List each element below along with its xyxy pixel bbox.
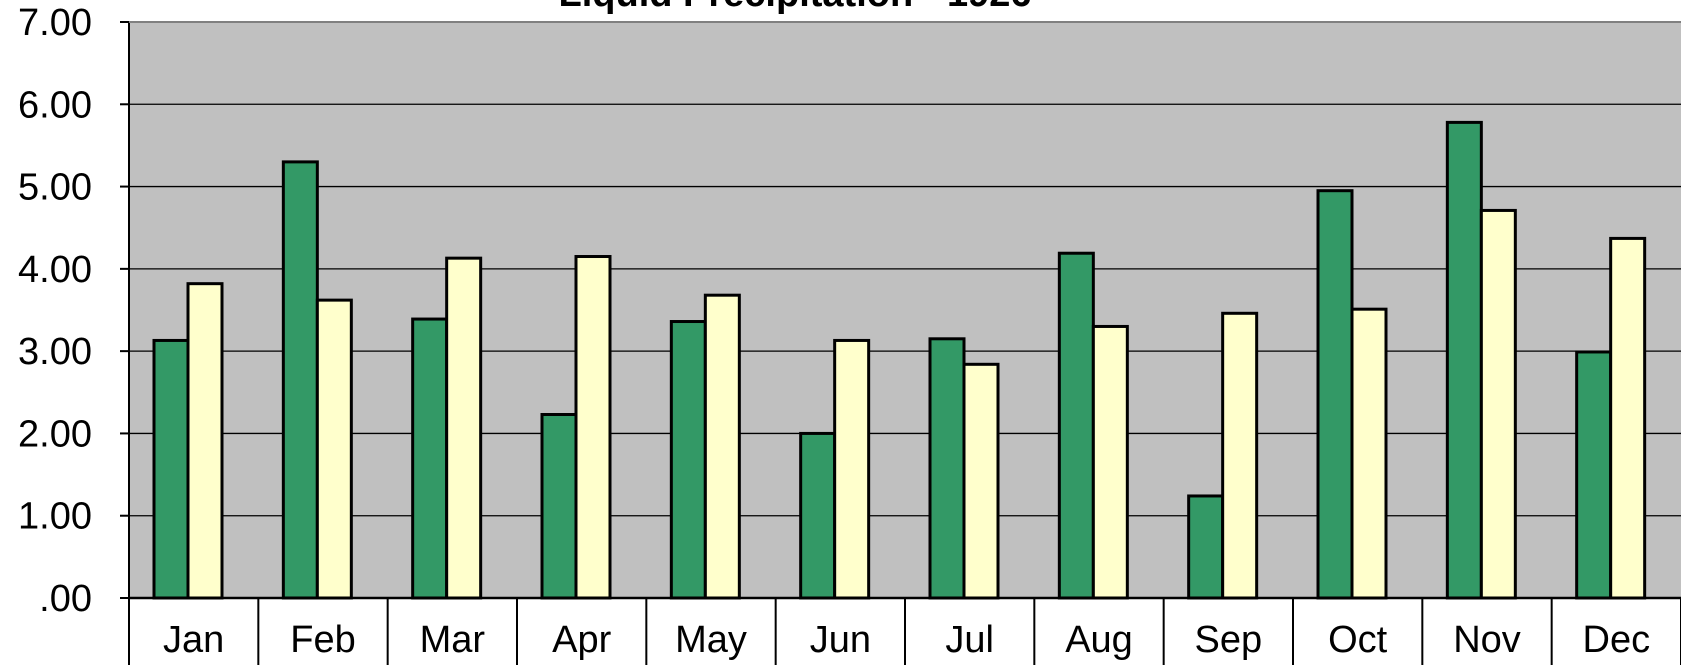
bar-mar-series-1 xyxy=(411,317,449,600)
bar-aug-series-2 xyxy=(1091,324,1129,600)
x-tick-label: Feb xyxy=(290,619,355,661)
y-tick-label: 6.00 xyxy=(18,84,92,126)
x-tick-label: Apr xyxy=(552,619,611,661)
y-tick-label: 2.00 xyxy=(18,413,92,455)
bar-may-series-1 xyxy=(669,320,707,600)
bar-jan-series-1 xyxy=(152,338,190,600)
plot-area xyxy=(129,22,1681,598)
y-tick-label: 5.00 xyxy=(18,167,92,209)
bar-oct-series-1 xyxy=(1316,189,1354,600)
bar-feb-series-1 xyxy=(281,160,319,600)
x-tick-label: Jul xyxy=(945,619,994,661)
bar-dec-series-1 xyxy=(1575,350,1613,600)
bar-oct-series-2 xyxy=(1350,307,1388,600)
bar-mar-series-2 xyxy=(445,256,483,600)
y-tick-label: 1.00 xyxy=(18,496,92,538)
x-tick-label: Nov xyxy=(1453,619,1521,661)
bar-apr-series-1 xyxy=(540,413,578,600)
x-tick-label: Aug xyxy=(1065,619,1133,661)
x-tick-label: Dec xyxy=(1583,619,1651,661)
bar-nov-series-1 xyxy=(1445,120,1483,600)
x-tick-label: Sep xyxy=(1195,619,1263,661)
bar-jul-series-1 xyxy=(928,337,966,600)
y-tick-label: 4.00 xyxy=(18,249,92,291)
x-tick-label: Jan xyxy=(163,619,224,661)
bar-sep-series-2 xyxy=(1221,311,1259,600)
bar-sep-series-1 xyxy=(1187,494,1225,600)
bar-jul-series-2 xyxy=(962,362,1000,600)
y-tick-label: .00 xyxy=(39,578,92,620)
x-tick-label: Mar xyxy=(420,619,486,661)
bar-apr-series-2 xyxy=(574,255,612,600)
bar-dec-series-2 xyxy=(1609,236,1647,600)
bar-may-series-2 xyxy=(703,293,741,600)
y-tick-label: 7.00 xyxy=(18,2,92,44)
chart-title: Liquid Precipitation - 1926 xyxy=(559,0,1032,15)
x-tick-label: Oct xyxy=(1328,619,1388,661)
bar-jun-series-1 xyxy=(799,431,837,600)
y-tick-label: 3.00 xyxy=(18,331,92,373)
bar-jun-series-2 xyxy=(833,338,871,600)
bar-feb-series-2 xyxy=(315,298,353,600)
x-tick-label: Jun xyxy=(810,619,871,661)
bar-jan-series-2 xyxy=(186,282,224,600)
x-tick-label: May xyxy=(675,619,747,661)
bar-nov-series-2 xyxy=(1479,208,1517,600)
bar-aug-series-1 xyxy=(1057,251,1095,600)
